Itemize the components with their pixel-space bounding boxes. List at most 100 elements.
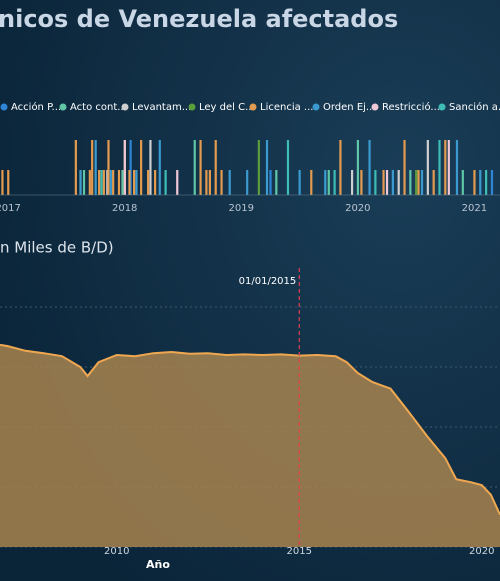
event-bar bbox=[158, 140, 161, 195]
event-bar bbox=[327, 170, 330, 195]
x-tick-label: 2020 bbox=[469, 546, 494, 557]
event-bar bbox=[485, 170, 488, 195]
event-bar bbox=[350, 170, 354, 195]
event-bar bbox=[403, 140, 406, 195]
event-bar bbox=[438, 140, 441, 195]
event-bar bbox=[100, 170, 103, 195]
event-bar bbox=[444, 140, 447, 195]
event-bar bbox=[432, 170, 435, 195]
event-bar bbox=[91, 140, 94, 195]
event-bar bbox=[193, 140, 196, 195]
event-bar bbox=[461, 170, 464, 195]
area bbox=[0, 344, 500, 547]
legend-label: Acción P... bbox=[11, 101, 61, 113]
event-bar bbox=[199, 140, 202, 195]
event-bar bbox=[121, 170, 124, 195]
legend-label: Levantam... bbox=[132, 102, 191, 113]
page-title: nicos de Venezuela afectados bbox=[0, 5, 398, 33]
event-bar bbox=[7, 170, 10, 195]
event-bar bbox=[333, 170, 336, 195]
legend-swatch bbox=[312, 103, 320, 111]
event-bar bbox=[298, 170, 301, 195]
legend-swatch bbox=[59, 103, 67, 111]
event-bar bbox=[420, 170, 424, 195]
legend-label: Ley del C... bbox=[199, 102, 255, 113]
event-bar bbox=[107, 140, 110, 195]
event-bar bbox=[246, 170, 249, 195]
event-bar bbox=[360, 170, 363, 195]
legend-label: Orden Ej... bbox=[323, 102, 375, 113]
legend-label: Sanción a... bbox=[449, 101, 500, 113]
legend-swatch bbox=[0, 103, 8, 111]
x-tick-label: 2020 bbox=[345, 203, 370, 214]
chart-title: n Miles de B/D) bbox=[0, 239, 114, 257]
event-bar bbox=[205, 170, 208, 195]
event-bar bbox=[214, 140, 217, 195]
event-bar bbox=[106, 170, 109, 195]
x-tick-label: 2019 bbox=[229, 203, 254, 214]
event-bar bbox=[310, 170, 313, 195]
event-bar bbox=[447, 140, 450, 195]
event-bar bbox=[1, 170, 4, 195]
event-bar bbox=[176, 170, 179, 195]
event-bar bbox=[74, 140, 77, 195]
legend-label: Acto cont... bbox=[70, 102, 127, 113]
legend-swatch bbox=[438, 103, 446, 111]
event-bar bbox=[265, 140, 269, 195]
event-bar bbox=[426, 140, 429, 195]
event-bar bbox=[135, 170, 138, 195]
event-bar bbox=[473, 170, 476, 195]
x-tick-label: 2010 bbox=[104, 546, 129, 557]
event-bar bbox=[220, 170, 223, 195]
event-bar bbox=[208, 170, 211, 195]
annotation-label: 01/01/2015 bbox=[239, 276, 297, 287]
event-bar bbox=[382, 170, 385, 195]
event-bar bbox=[133, 170, 136, 195]
event-bar bbox=[112, 170, 115, 195]
event-bar bbox=[374, 170, 377, 195]
x-axis-label: Año bbox=[146, 558, 170, 571]
event-bar bbox=[82, 170, 86, 195]
event-bar bbox=[368, 140, 371, 195]
event-bar bbox=[479, 170, 482, 195]
event-bar bbox=[154, 170, 157, 195]
legend-swatch bbox=[188, 103, 196, 111]
event-bar bbox=[129, 140, 132, 195]
event-bar bbox=[257, 140, 260, 195]
event-bar bbox=[149, 140, 152, 195]
event-bar bbox=[94, 140, 97, 195]
event-bar bbox=[415, 170, 418, 195]
event-bar bbox=[356, 140, 360, 195]
event-bar bbox=[109, 170, 112, 195]
event-bar bbox=[409, 170, 412, 195]
event-bar bbox=[286, 140, 290, 195]
event-bar bbox=[128, 170, 131, 195]
event-bar bbox=[102, 170, 105, 195]
event-bar bbox=[164, 170, 167, 195]
x-tick-label: 2017 bbox=[0, 203, 21, 214]
event-bar bbox=[455, 140, 459, 195]
event-bar bbox=[228, 170, 231, 195]
event-bar bbox=[339, 140, 342, 195]
event-bar bbox=[79, 170, 82, 195]
event-bar bbox=[391, 170, 394, 195]
event-bar bbox=[417, 170, 420, 195]
event-bar bbox=[147, 170, 150, 195]
event-bar bbox=[140, 140, 143, 195]
event-bar bbox=[275, 170, 278, 195]
event-bar bbox=[98, 170, 101, 195]
event-bar bbox=[385, 170, 389, 195]
legend-label: Restricció... bbox=[382, 101, 440, 113]
event-bar bbox=[324, 170, 327, 195]
event-bar bbox=[123, 140, 126, 195]
legend-label: Licencia ... bbox=[260, 102, 313, 113]
legend-swatch bbox=[371, 103, 379, 111]
event-bar bbox=[397, 170, 400, 195]
legend-swatch bbox=[249, 103, 257, 111]
line bbox=[0, 343, 500, 516]
event-bar bbox=[88, 170, 91, 195]
event-bar bbox=[269, 170, 272, 195]
x-tick-label: 2021 bbox=[462, 203, 487, 214]
